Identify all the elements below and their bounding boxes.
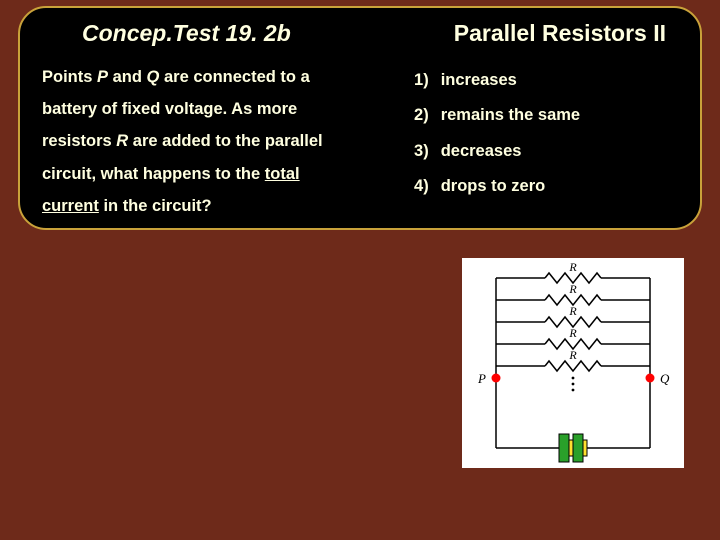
svg-text:R: R [568,348,577,362]
title-right: Parallel Resistors II [454,20,666,47]
option-num: 2) [407,98,429,133]
option-4: 4) drops to zero [407,169,678,204]
q-line3b: are added to the parallel [128,132,322,150]
title-row: Concep.Test 19. 2b Parallel Resistors II [42,20,678,47]
q-line1a: Points [42,68,97,86]
option-1: 1) increases [407,63,678,98]
option-num: 3) [407,134,429,169]
q-line4a: circuit, what happens to the [42,165,265,183]
q-line1b: and [108,68,147,86]
q-q: Q [147,68,160,86]
svg-text:P: P [477,371,486,386]
svg-text:R: R [568,304,577,318]
q-line5b: in the circuit? [99,197,212,215]
option-text: decreases [441,134,522,169]
options-list: 1) increases 2) remains the same 3) decr… [407,61,678,222]
option-num: 1) [407,63,429,98]
svg-text:R: R [568,326,577,340]
question-text: Points P and Q are connected to a batter… [42,61,389,222]
option-text: remains the same [441,98,580,133]
option-2: 2) remains the same [407,98,678,133]
option-text: increases [441,63,517,98]
content-row: Points P and Q are connected to a batter… [42,61,678,222]
svg-text:R: R [568,282,577,296]
q-p: P [97,68,108,86]
option-3: 3) decreases [407,134,678,169]
circuit-diagram: RRRRRPQ [462,258,684,468]
q-r: R [116,132,128,150]
q-line1c: are connected to a [159,68,309,86]
circuit-svg: RRRRRPQ [462,258,684,468]
svg-text:Q: Q [660,371,670,386]
option-text: drops to zero [441,169,546,204]
q-current: current [42,197,99,215]
option-num: 4) [407,169,429,204]
q-total: total [265,165,300,183]
q-line2: battery of fixed voltage. As more [42,100,297,118]
q-line3a: resistors [42,132,116,150]
svg-text:R: R [568,260,577,274]
title-left: Concep.Test 19. 2b [82,20,291,47]
concept-test-panel: Concep.Test 19. 2b Parallel Resistors II… [18,6,702,230]
